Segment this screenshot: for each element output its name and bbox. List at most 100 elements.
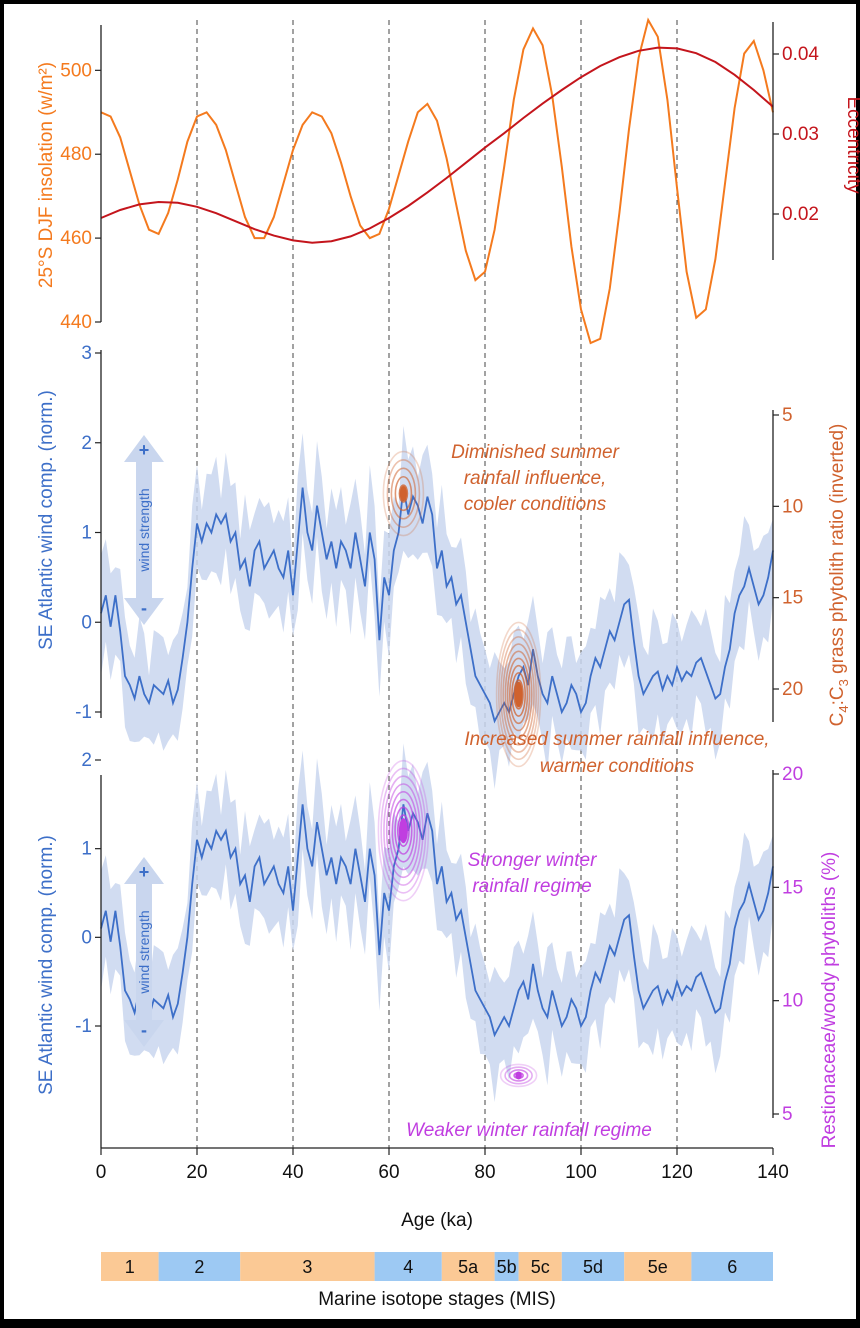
x-tick-label: 0 [96, 1162, 107, 1183]
density-contour-restio-mis4 [380, 767, 427, 894]
eccentricity-tick-label: 0.02 [782, 204, 819, 225]
wind-top-tick-label: 1 [81, 523, 92, 544]
x-axis-label: Age (ka) [401, 1210, 473, 1231]
density-contour-c4c3-mis5 [497, 628, 540, 761]
c4c3-tick-label: 5 [782, 405, 793, 426]
wind-arrow-top: + wind strength - [124, 435, 164, 625]
density-point-c4c3-mis5 [514, 681, 523, 708]
mis-stage-1 [101, 1252, 159, 1281]
density-contour-c4c3-mis5 [504, 650, 533, 739]
insolation-tick-label: 480 [60, 144, 92, 165]
density-contour-restio-mis4 [394, 806, 413, 855]
density-contour-restio-mis5 [504, 1066, 533, 1085]
mis-bar: 1 2 3 4 5a 5b 5c 5d 5e 6 [101, 1252, 773, 1281]
mis-stage-5e [624, 1252, 692, 1281]
x-tick-label: 40 [282, 1162, 303, 1183]
wind-top-tick-label: -1 [75, 702, 92, 723]
density-contour-restio-mis4 [391, 798, 416, 863]
density-contour-restio-mis5 [508, 1069, 529, 1082]
density-contour-c4c3-mis4 [394, 475, 413, 512]
c4c3-tick-label: 10 [782, 496, 803, 517]
restio-tick-label: 5 [782, 1104, 793, 1125]
wind-arrow-text-top: wind strength [136, 488, 152, 572]
wind-bottom-tick-label: 0 [81, 927, 92, 948]
wind-arrow-shape-top [124, 435, 164, 625]
panel-restio: -1 0 1 2 5 10 15 20 [75, 743, 803, 1148]
mis-stage-label: 4 [403, 1257, 413, 1277]
annotation-diminished-1: Diminished summer [451, 442, 620, 463]
mis-stage-5d [561, 1252, 625, 1281]
mis-stage-label: 5e [648, 1257, 668, 1277]
wind-arrow-shape-bottom [124, 857, 164, 1047]
insolation-tick-label: 500 [60, 60, 92, 81]
c4c3-axis-label: C4:C3 grass phytolith ratio (inverted) [827, 424, 851, 727]
mis-title: Marine isotope stages (MIS) [318, 1289, 556, 1310]
mis-stage-3 [240, 1252, 375, 1281]
density-contour-c4c3-mis5 [513, 679, 524, 710]
density-contour-c4c3-mis4 [382, 450, 425, 537]
mis-stage-label: 2 [194, 1257, 204, 1277]
panel-c4c3: -1 0 1 2 3 5 10 15 20 [75, 343, 803, 789]
eccentricity-axis-label: Eccentricity [843, 96, 860, 194]
wind-arrow-text-bottom: wind strength [136, 910, 152, 994]
density-contour-restio-mis4 [388, 790, 419, 871]
mis-stage-5a [441, 1252, 495, 1281]
density-contour-c4c3-mis5 [508, 664, 529, 725]
c4c3-tick-label: 20 [782, 679, 803, 700]
wind-line-bottom [100, 804, 774, 1038]
wind-top-tick-label: 0 [81, 612, 92, 633]
panel-orbital: 440 460 480 500 0.02 0.03 0.04 [60, 17, 819, 345]
annotation-diminished-2: rainfall influence, [464, 468, 607, 489]
mis-stage-5c [518, 1252, 562, 1281]
density-contour-c4c3-mis4 [390, 467, 417, 520]
annotation-increased-2: warmer conditions [540, 756, 695, 777]
mis-stage-5b [494, 1252, 519, 1281]
eccentricity-line [100, 46, 774, 244]
restio-axis-label: Restionaceae/woody phytoliths (%) [819, 852, 840, 1149]
x-tick-label: 20 [186, 1162, 207, 1183]
mis-stage-label: 5b [497, 1257, 517, 1277]
density-contour-c4c3-mis4 [398, 484, 409, 503]
wind-line-top [100, 487, 774, 724]
wind-axis-label-bottom: SE Atlantic wind comp. (norm.) [36, 835, 57, 1095]
annotation-stronger-1: Stronger winter [468, 850, 598, 871]
x-tick-label: 60 [378, 1162, 399, 1183]
density-contour-c4c3-mis4 [386, 459, 421, 528]
insolation-line [100, 17, 774, 345]
density-point-restio-mis5 [515, 1071, 522, 1080]
mis-stage-label: 5a [458, 1257, 479, 1277]
wind-uncertainty-band-bottom [101, 743, 773, 1103]
wind-bottom-tick-label: 2 [81, 750, 92, 771]
x-tick-label: 80 [474, 1162, 495, 1183]
density-point-restio-mis4 [398, 818, 408, 844]
mis-stage-label: 6 [727, 1257, 737, 1277]
mis-stage-label: 5c [531, 1257, 550, 1277]
wind-arrow-minus-top: - [141, 598, 147, 618]
mis-stage-label: 1 [125, 1257, 135, 1277]
wind-arrow-minus-bottom: - [141, 1020, 147, 1040]
eccentricity-tick-label: 0.04 [782, 44, 819, 65]
annotation-weaker: Weaker winter rainfall regime [406, 1120, 652, 1141]
restio-tick-label: 20 [782, 764, 803, 785]
restio-tick-label: 10 [782, 991, 803, 1012]
annotation-diminished-3: cooler conditions [464, 494, 607, 515]
density-contour-c4c3-mis5 [511, 672, 526, 717]
wind-bottom-tick-label: 1 [81, 839, 92, 860]
insolation-axis-label: 25°S DJF insolation (w/m²) [36, 62, 57, 288]
mis-stage-6 [691, 1252, 773, 1281]
density-contour-restio-mis4 [385, 783, 421, 879]
eccentricity-tick-label: 0.03 [782, 124, 819, 145]
insolation-tick-label: 460 [60, 228, 92, 249]
x-tick-label: 140 [757, 1162, 789, 1183]
mis-stage-label: 3 [302, 1257, 312, 1277]
annotation-stronger-2: rainfall regime [472, 876, 591, 897]
annotation-increased-1: Increased summer rainfall influence, [464, 729, 769, 750]
wind-arrow-plus-bottom: + [139, 862, 150, 882]
density-contour-restio-mis4 [383, 775, 424, 886]
x-tick-label: 100 [565, 1162, 597, 1183]
wind-uncertainty-band-top [101, 425, 773, 789]
density-contour-c4c3-mis5 [506, 657, 531, 732]
wind-arrow-plus-top: + [139, 440, 150, 460]
